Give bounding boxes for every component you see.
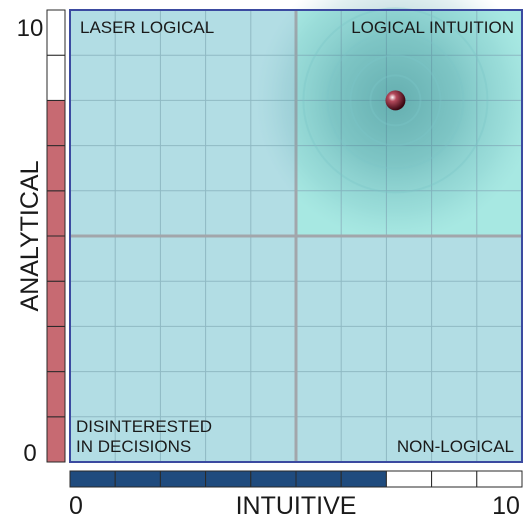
quadrant-label-bottom-left-line2: IN DECISIONS (76, 437, 191, 456)
intuitive-bar-segment (340, 470, 387, 488)
quadrant-label-top-left: LASER LOGICAL (80, 18, 214, 37)
point-glow-rings (302, 7, 489, 194)
intuitive-bar-segment (159, 470, 207, 488)
analytical-bar-segment (46, 99, 66, 147)
intuitive-bar-segment (295, 470, 342, 488)
glow-ring (369, 74, 422, 127)
analytical-bar-segment (46, 235, 66, 282)
analytical-bar-segment (46, 9, 66, 56)
analytical-bar-segment (46, 145, 66, 192)
glow-ring (302, 7, 489, 194)
intuitive-bar-segment (69, 470, 116, 488)
plot-frame (69, 9, 523, 463)
intuitive-bar-segment (385, 470, 433, 488)
quadrant-label-bottom-right: NON-LOGICAL (397, 437, 514, 456)
y-axis-title: ANALYTICAL (16, 160, 44, 311)
intuitive-bar-segment (114, 470, 161, 488)
x-axis-title: INTUITIVE (236, 492, 357, 520)
quadrant-label-top-right: LOGICAL INTUITION (351, 18, 514, 37)
analytical-bar-segment (46, 371, 66, 418)
quadrant-label-bottom-left-line1: DISINTERESTED (76, 417, 212, 436)
glow-ring (349, 54, 442, 147)
point-glow (255, 0, 524, 241)
analytical-bar-segment (46, 325, 66, 373)
y-tick-label-min: 0 (23, 440, 36, 467)
glow-ring (326, 31, 465, 170)
analytical-score-bar (46, 9, 66, 463)
analytical-bar-segment (46, 280, 66, 327)
intuitive-score-bar (69, 470, 523, 488)
data-point (385, 90, 406, 111)
analytical-bar-segment (46, 190, 66, 237)
analytical-bar-segment (46, 416, 66, 463)
y-tick-label-max: 10 (17, 15, 44, 42)
intuitive-bar-segment (250, 470, 297, 488)
x-tick-label-min: 0 (69, 492, 83, 520)
x-tick-label-max: 10 (492, 492, 520, 520)
intuitive-bar-segment (476, 470, 523, 488)
intuitive-bar-segment (431, 470, 478, 488)
intuitive-bar-segment (205, 470, 252, 488)
analytical-bar-segment (46, 54, 66, 101)
